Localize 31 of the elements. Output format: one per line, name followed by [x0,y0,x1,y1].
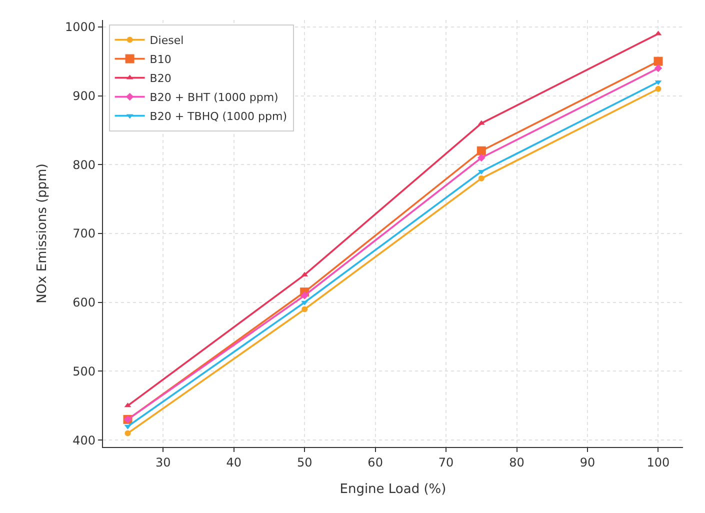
y-tick-label: 800 [72,158,96,172]
x-tick-label: 40 [226,456,242,470]
legend-label: B20 + TBHQ (1000 ppm) [150,110,288,124]
legend-label: B20 + BHT (1000 ppm) [150,91,278,104]
x-tick-label: 30 [155,456,171,470]
x-tick-label: 90 [580,456,596,470]
x-tick-label: 70 [438,456,454,470]
x-tick-label: 60 [368,456,383,470]
point [300,292,308,300]
y-tick-label: 700 [72,226,96,241]
point [655,86,662,92]
point [478,175,484,182]
legend-label: B20 [150,72,172,86]
x-axis-title: Engine Load (%) [340,482,446,498]
x-tick-label: 100 [646,456,670,470]
point [124,430,131,436]
legend-label: B10 [150,53,172,66]
x-tick-label: 50 [296,456,312,470]
y-axis-title: NOx Emissions (ppm) [34,164,50,304]
point [654,56,663,66]
point [476,146,486,156]
y-tick-label: 400 [72,433,96,448]
point [478,154,486,162]
legend-label: Diesel [150,34,184,48]
y-tick-label: 1000 [64,20,96,34]
y-tick-label: 900 [72,88,96,103]
point [654,64,662,72]
x-tick-label: 80 [509,456,524,470]
y-tick-label: 500 [72,364,96,378]
y-tick-label: 600 [72,296,96,310]
point [302,306,308,312]
